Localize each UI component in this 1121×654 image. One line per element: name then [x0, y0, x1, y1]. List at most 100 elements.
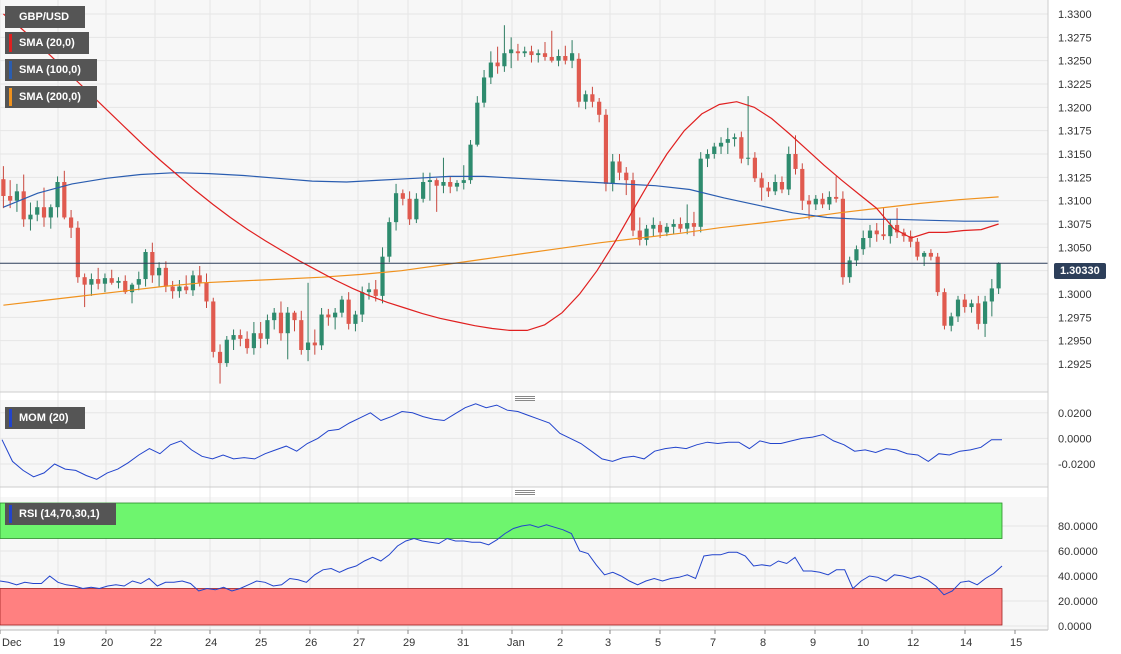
candle-body [319, 314, 324, 346]
candle-body [339, 299, 344, 313]
candle-body [630, 180, 636, 231]
rsi-tick-label: 40.0000 [1058, 571, 1098, 583]
price-tick-label: 1.3075 [1058, 219, 1092, 231]
candle-body [251, 333, 256, 349]
candle-body [678, 224, 683, 229]
price-tick-label: 1.3250 [1058, 56, 1092, 68]
candle-body [197, 275, 202, 283]
sma-200-legend[interactable]: SMA (200,0) [5, 86, 97, 108]
mom-legend[interactable]: MOM (20) [5, 407, 85, 429]
time-tick-label: 2 [557, 637, 563, 649]
candle-body [915, 241, 920, 257]
candle-body [21, 191, 26, 220]
sma-20-legend[interactable]: SMA (20,0) [5, 32, 89, 54]
time-tick-label: Jan [507, 637, 525, 649]
candle-body [509, 49, 514, 54]
candle-body [448, 182, 453, 187]
candle-body [928, 252, 934, 257]
mom-label: MOM (20) [19, 412, 69, 424]
candle-body [813, 198, 818, 205]
candle-body [691, 223, 697, 227]
time-tick-label: 25 [255, 637, 267, 649]
candle-body [786, 154, 791, 190]
time-tick-label: 15 [1010, 637, 1022, 649]
time-tick-label: Dec [2, 637, 22, 649]
candle-body [461, 180, 466, 183]
candle-body [651, 224, 656, 229]
price-tick-label: 1.3300 [1058, 9, 1092, 21]
time-axis: Dec 19 20 22 24 25 26 27 29 31 Jan 2 3 5 7 8 9 10 12 14 15 [0, 0, 1049, 649]
candle-body [854, 249, 859, 261]
candle-body [143, 252, 148, 280]
candle-body [793, 154, 798, 169]
price-tick-label: 1.3225 [1058, 79, 1092, 91]
sma-20-swatch [9, 34, 12, 52]
candle-body [109, 278, 114, 283]
rsi-tick-label: 80.0000 [1058, 521, 1098, 533]
rsi-legend[interactable]: RSI (14,70,30,1) [5, 503, 116, 525]
time-tick-label: 29 [403, 637, 415, 649]
candle-body [123, 280, 128, 293]
candle-body [1, 179, 6, 196]
rsi-tick-label: 0.0000 [1058, 621, 1092, 633]
candle-body [373, 289, 378, 296]
candle-body [989, 288, 994, 302]
rsi-pane: 80.0000 60.0000 40.0000 20.0000 0.0000 [0, 497, 1098, 633]
time-tick-label: 22 [150, 637, 162, 649]
rsi-oversold-zone [0, 588, 1003, 626]
rsi-tick-label: 20.0000 [1058, 596, 1098, 608]
candle-body [136, 279, 141, 285]
candle-body [685, 223, 690, 229]
candle-body [982, 301, 988, 324]
candle-body [536, 53, 541, 56]
price-pane-background [0, 0, 1048, 392]
candle-body [366, 289, 372, 293]
symbol-legend[interactable]: GBP/USD [5, 6, 85, 28]
price-tick-label: 1.3150 [1058, 149, 1092, 161]
candle-body [976, 303, 981, 324]
price-tick-label: 1.3050 [1058, 242, 1092, 254]
candle-body [353, 314, 358, 324]
rsi-label: RSI (14,70,30,1) [19, 508, 100, 520]
candle-body [942, 292, 947, 326]
candle-body [421, 182, 426, 199]
rsi-pane-resize-handle[interactable] [515, 490, 535, 496]
candle-body [576, 58, 581, 102]
candle-body [515, 51, 521, 54]
candle-body [671, 224, 676, 227]
candle-body [610, 161, 615, 184]
candle-body [475, 102, 480, 145]
candle-body [245, 338, 250, 349]
sma-200-swatch [9, 88, 12, 106]
candle-body [617, 161, 622, 173]
mom-pane-resize-handle[interactable] [515, 396, 535, 402]
candle-body [739, 137, 744, 159]
price-tick-label: 1.3175 [1058, 126, 1092, 138]
sma-20-label: SMA (20,0) [19, 37, 75, 49]
candle-body [231, 335, 236, 340]
candle-body [62, 182, 67, 218]
candle-body [549, 56, 554, 61]
candle-body [468, 144, 473, 181]
candle-body [434, 180, 439, 186]
momentum-pane: 0.0200 0.0000 -0.0200 [0, 400, 1095, 488]
candle-body [556, 56, 561, 61]
sma-line [3, 196, 999, 306]
price-tick-label: 1.3200 [1058, 102, 1092, 114]
candle-body [157, 267, 162, 276]
candle-body [820, 198, 825, 205]
candle-body [962, 299, 967, 308]
candle-body [41, 207, 47, 218]
candle-body [211, 301, 216, 352]
sma-100-legend[interactable]: SMA (100,0) [5, 59, 97, 81]
candle-body [806, 200, 812, 205]
candle-body [718, 142, 724, 147]
price-tick-label: 1.3000 [1058, 289, 1092, 301]
candle-body [590, 94, 595, 102]
price-tick-label: 1.2975 [1058, 312, 1092, 324]
sma-line [3, 172, 999, 222]
time-tick-label: 31 [457, 637, 469, 649]
time-tick-label: 5 [655, 637, 661, 649]
candle-body [840, 198, 845, 278]
